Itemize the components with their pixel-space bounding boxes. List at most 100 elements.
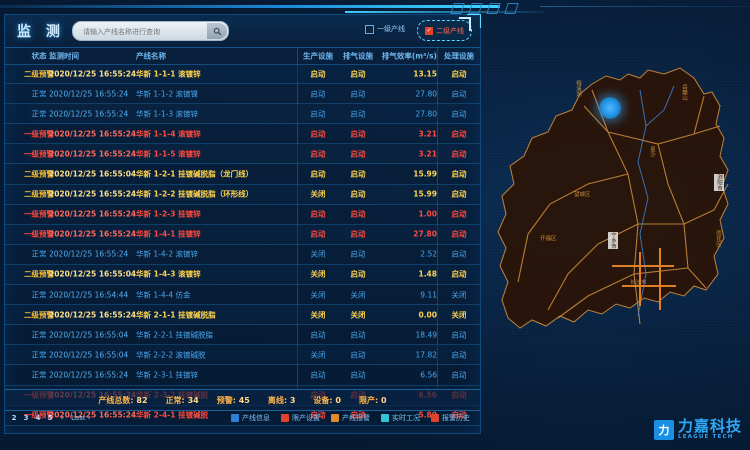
cell-treatment-facility: 关闭 xyxy=(451,310,467,320)
cell-status: 二级预警 xyxy=(24,310,54,320)
second-level-filter-button[interactable]: ✓ 二级产线 xyxy=(417,17,472,41)
page-button-3[interactable]: 3 xyxy=(23,414,29,422)
cell-production-facility: 启动 xyxy=(310,89,326,99)
page-button-5[interactable]: 5 xyxy=(47,414,53,422)
summary-label: 正常: xyxy=(165,395,185,405)
cell-production-facility: 启动 xyxy=(310,149,326,159)
summary-item: 预警: 45 xyxy=(217,395,250,406)
cell-production-facility: 启动 xyxy=(310,410,326,420)
cell-production-facility: 启动 xyxy=(310,229,326,239)
table-row[interactable]: 二级预警 2020/12/25 16:55:24 华新 1-2-2 挂镀碱脱脂（环形… xyxy=(5,184,480,205)
search-button[interactable] xyxy=(207,23,227,39)
map-label-0: 梅溪湖 xyxy=(575,80,581,97)
cell-line-name: 华新 2-3-1 挂镀锌 xyxy=(136,370,198,380)
table-row[interactable]: 正常 2020/12/25 16:55:04 华新 2-2-2 滚镀碱脱 关闭 启动 17… xyxy=(5,345,480,366)
summary-bar: 产线总数: 82 正常: 34 预警: 45 离线: 3 设备: 0 限产: 0 xyxy=(5,389,480,411)
cell-line-name: 华新 1-4-2 滚镀锌 xyxy=(136,249,198,259)
table-row[interactable]: 正常 2020/12/25 16:55:24 华新 1-1-3 滚镀锌 启动 启动 27.… xyxy=(5,104,480,125)
table-divider-1 xyxy=(297,47,298,389)
cell-line-name: 华新 1-1-2 滚镀镍 xyxy=(136,89,198,99)
cell-exhaust-efficiency: 15.99 xyxy=(413,169,437,179)
col-exhaust-efficiency: 排气效率(m³/s) xyxy=(381,51,437,60)
map-region-shape[interactable] xyxy=(497,67,729,329)
cell-exhaust-efficiency: 17.82 xyxy=(415,350,437,360)
brand-logo: 力 力嘉科技 LEAGUE TECH xyxy=(653,419,742,440)
active-site-marker[interactable] xyxy=(599,97,621,119)
cell-exhaust-facility: 启动 xyxy=(350,330,366,340)
region-map[interactable]: 梅溪湖 岳麓山 望城区 长沙市 浏阳市 宁乡市 星沙 雨花区 开福区 xyxy=(488,34,750,406)
cell-status: 正常 xyxy=(31,249,47,259)
second-level-filter-label: 二级产线 xyxy=(436,26,464,35)
summary-value: 0 xyxy=(335,395,341,405)
table-row[interactable]: 一级预警 2020/12/25 16:55:24 华新 1-2-3 挂镀锌 启动 启动 1… xyxy=(5,205,480,225)
page-title: 监 测 xyxy=(17,24,65,40)
page-button-4[interactable]: 4 xyxy=(35,414,41,422)
next-page-button[interactable]: › xyxy=(60,414,64,422)
summary-value: 45 xyxy=(238,395,250,405)
cell-line-name: 华新 1-2-2 挂镀碱脱脂（环形线） xyxy=(136,189,254,199)
summary-label: 设备: xyxy=(313,395,333,405)
action-button[interactable]: 产线信息 xyxy=(231,413,270,423)
cell-line-name: 华新 1-2-1 挂镀碱脱脂（龙门线） xyxy=(136,169,254,179)
cell-time: 2020/12/25 16:55:24 xyxy=(49,89,129,99)
cell-production-facility: 关闭 xyxy=(310,350,326,360)
cell-line-name: 华新 1-2-3 挂镀锌 xyxy=(136,209,201,219)
action-button[interactable]: 报警历史 xyxy=(431,413,470,423)
map-label-5: 宁乡市 xyxy=(608,232,618,249)
last-page-button[interactable]: Last › xyxy=(71,414,91,422)
col-status: 状态 xyxy=(31,51,47,60)
summary-label: 离线: xyxy=(267,395,288,405)
cell-production-facility: 启动 xyxy=(310,129,326,139)
action-label: 产线信息 xyxy=(242,414,270,422)
search-box[interactable] xyxy=(72,21,229,41)
cell-time: 2020/12/25 16:55:04 xyxy=(49,169,137,179)
summary-label: 限产: xyxy=(359,395,379,405)
table-row[interactable]: 二级预警 2020/12/25 16:55:04 华新 1-2-1 挂镀碱脱脂（龙门… xyxy=(5,164,480,185)
table-row[interactable]: 一级预警 2020/12/25 16:55:24 华新 1-1-5 滚镀锌 启动 启动 3… xyxy=(5,144,480,165)
first-level-filter-checkbox[interactable]: 一级产线 xyxy=(365,24,405,34)
table-row[interactable]: 一级预警 2020/12/25 16:55:24 华新 2-4-1 挂镀碱脱 启动 启动… xyxy=(5,406,480,426)
cell-production-facility: 关闭 xyxy=(310,249,326,259)
cell-production-facility: 关闭 xyxy=(310,269,326,279)
search-input[interactable] xyxy=(81,23,203,41)
table-row[interactable]: 二级预警 2020/12/25 16:55:04 华新 1-4-3 滚镀锌 关闭 启动 1… xyxy=(5,264,480,286)
page-button-2[interactable]: 2 xyxy=(11,414,17,422)
table-row[interactable]: 二级预警 2020/12/25 16:55:24 华新 2-1-1 挂镀碱脱脂 关闭 关… xyxy=(5,305,480,326)
checkbox-icon[interactable] xyxy=(365,24,374,34)
action-button[interactable]: 限产设置 xyxy=(281,413,320,423)
summary-label: 产线总数: xyxy=(98,395,134,405)
cell-time: 2020/12/25 16:55:24 xyxy=(49,129,137,139)
warning-triangle-icon xyxy=(331,414,339,422)
table-row[interactable]: 正常 2020/12/25 16:55:24 华新 1-1-2 滚镀镍 启动 启动 27.… xyxy=(5,84,480,105)
table-row[interactable]: 正常 2020/12/25 16:55:24 华新 1-4-2 滚镀锌 关闭 启动 2.5… xyxy=(5,245,480,265)
table-row[interactable]: 一级预警 2020/12/25 16:55:24 华新 1-4-1 挂镀锌 启动 启动 2… xyxy=(5,224,480,245)
map-label-8: 开福区 xyxy=(540,236,557,242)
table-row[interactable]: 正常 2020/12/25 16:54:44 华新 1-4-4 仿金 关闭 关闭 9.11… xyxy=(5,285,480,306)
cell-exhaust-efficiency: 18.49 xyxy=(415,330,437,340)
map-highways xyxy=(612,248,676,310)
table-row[interactable]: 正常 2020/12/25 16:55:24 华新 2-3-1 挂镀锌 启动 启动 6.5… xyxy=(5,365,480,386)
cell-line-name: 华新 2-2-1 挂镀碱脱脂 xyxy=(136,330,213,340)
cell-status: 二级预警 xyxy=(24,189,54,199)
map-svg[interactable] xyxy=(488,34,750,406)
cell-time: 2020/12/25 16:54:44 xyxy=(49,290,129,300)
cell-exhaust-efficiency: 1.48 xyxy=(418,269,437,279)
table-row[interactable]: 正常 2020/12/25 16:55:04 华新 2-2-1 挂镀碱脱脂 启动 启动 1… xyxy=(5,325,480,346)
table-row[interactable]: 一级预警 2020/12/25 16:55:24 华新 1-1-4 滚镀锌 启动 启动 3… xyxy=(5,124,480,145)
action-button[interactable]: 实时工况 xyxy=(381,413,420,423)
cell-exhaust-facility: 启动 xyxy=(350,249,366,259)
action-button[interactable]: 产线报警 xyxy=(331,413,370,423)
pagination[interactable]: 2 3 4 5 › Last › xyxy=(11,414,91,422)
table-body[interactable]: 二级预警 2020/12/25 16:55:24 华新 1-1-1 滚镀锌 启动 启动 1… xyxy=(5,64,480,426)
top-decoration-bar xyxy=(0,0,750,16)
cell-exhaust-facility: 启动 xyxy=(350,410,366,420)
cell-line-name: 华新 1-1-5 滚镀锌 xyxy=(136,149,201,159)
action-label: 产线报警 xyxy=(342,414,370,422)
summary-value: 82 xyxy=(136,395,148,405)
cell-time: 2020/12/25 16:55:24 xyxy=(49,149,137,159)
table-row[interactable]: 二级预警 2020/12/25 16:55:24 华新 1-1-1 滚镀锌 启动 启动 1… xyxy=(5,64,480,85)
action-toolbar[interactable]: 产线信息 限产设置 产线报警 实时工况 报警历史 xyxy=(231,413,470,423)
cell-status: 正常 xyxy=(31,330,47,340)
deco-line-3 xyxy=(540,6,750,7)
cell-treatment-facility: 启动 xyxy=(451,350,467,360)
